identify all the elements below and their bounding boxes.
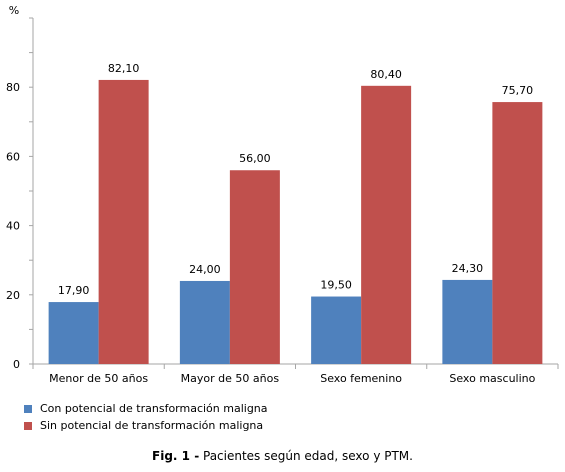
bar: [361, 85, 412, 364]
legend-label: Con potencial de transformación maligna: [40, 402, 268, 415]
y-tick-label: 60: [6, 150, 20, 163]
legend-swatch: [24, 404, 32, 413]
figure-caption: Fig. 1 - Pacientes según edad, sexo y PT…: [0, 449, 565, 463]
legend-entry-series-1: Sin potencial de transformación maligna: [24, 417, 268, 434]
bar: [229, 170, 280, 364]
x-tick-label: Sexo femenino: [320, 372, 402, 385]
legend-label: Sin potencial de transformación maligna: [40, 419, 264, 432]
x-tick-label: Menor de 50 años: [49, 372, 148, 385]
y-tick-label: 20: [6, 289, 20, 302]
bar: [179, 280, 230, 364]
data-label: 75,70: [502, 84, 534, 97]
data-label: 24,30: [452, 262, 484, 275]
bar-chart: 0 20 40 60 80% Menor de 50 años Mayor de 50 añ…: [6, 4, 559, 385]
y-tick-label: 0: [13, 358, 20, 371]
x-tick-label: Sexo masculino: [449, 372, 535, 385]
data-label: 17,90: [58, 284, 90, 297]
bar: [311, 296, 362, 364]
data-label: 80,40: [370, 68, 402, 81]
axes: 0 20 40 60 80% Menor de 50 años Mayor de 50 añ…: [6, 4, 559, 385]
legend-swatch: [24, 421, 32, 430]
data-label: 19,50: [320, 279, 352, 292]
data-labels: 17,90 82,10 24,00 56,00 19,50 80,40 24,30 75,70: [58, 62, 533, 297]
x-tick-label: Mayor de 50 años: [181, 372, 280, 385]
caption-text: Pacientes según edad, sexo y PTM.: [199, 449, 413, 463]
bars: [48, 79, 543, 365]
data-label: 56,00: [239, 152, 271, 165]
y-tick-label: 80: [6, 81, 20, 94]
bar: [492, 102, 543, 364]
bar: [442, 279, 493, 364]
y-tick-label: 40: [6, 220, 20, 233]
legend-entry-series-0: Con potencial de transformación maligna: [24, 400, 268, 417]
data-label: 24,00: [189, 263, 221, 276]
data-label: 82,10: [108, 62, 140, 75]
legend: Con potencial de transformación maligna …: [24, 400, 268, 434]
y-axis-label: %: [9, 4, 19, 17]
bar: [98, 79, 149, 365]
caption-prefix: Fig. 1 -: [152, 449, 200, 463]
bar: [48, 302, 99, 364]
